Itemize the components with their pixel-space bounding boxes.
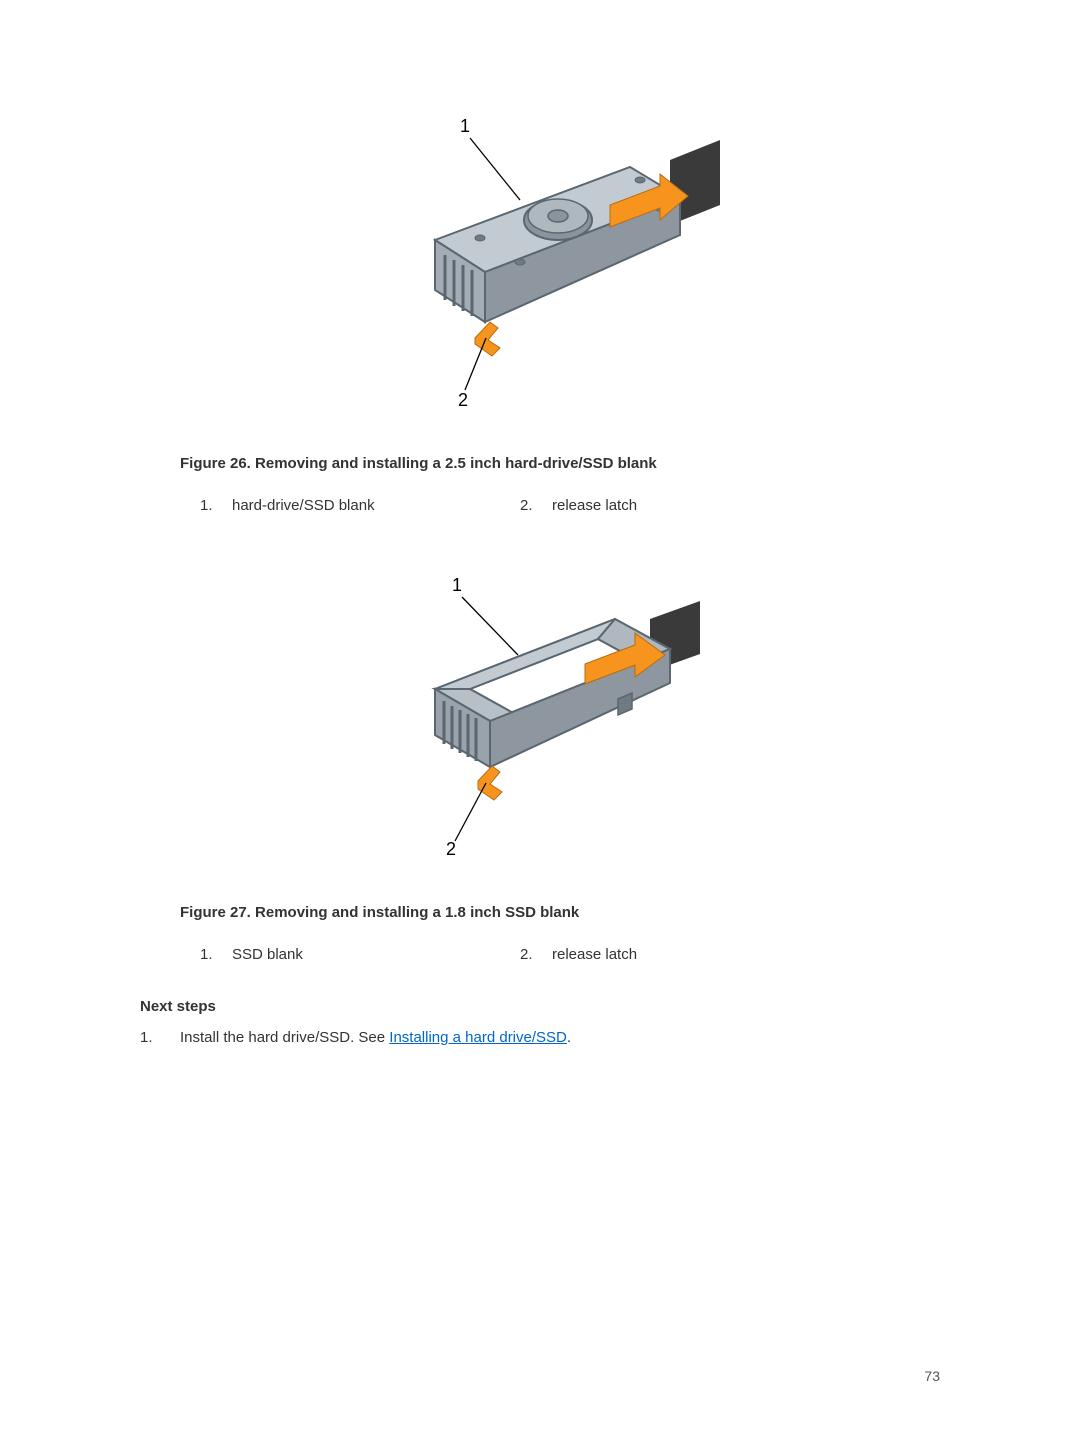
figure-27-block: 1 2 Figure 27. Removing and installing a…: [140, 549, 940, 963]
step-text-post: .: [567, 1029, 571, 1046]
callout-item: 1. SSD blank: [200, 946, 520, 963]
leader-2: [455, 783, 486, 841]
callout-label-2: 2: [446, 839, 456, 859]
callout-item: 1. hard-drive/SSD blank: [200, 497, 520, 514]
figure-27-caption: Figure 27. Removing and installing a 1.8…: [180, 904, 940, 921]
step-text-pre: Install the hard drive/SSD. See: [180, 1029, 389, 1046]
figure-26-caption: Figure 26. Removing and installing a 2.5…: [180, 455, 940, 472]
callout-number: 1.: [200, 946, 214, 963]
leader-1: [462, 597, 518, 655]
figure-27-illustration: 1 2: [140, 549, 940, 864]
page-number: 73: [924, 1368, 940, 1384]
figure-26-callouts: 1. hard-drive/SSD blank 2. release latch: [200, 497, 940, 514]
callout-number: 1.: [200, 497, 214, 514]
figure-27-callouts: 1. SSD blank 2. release latch: [200, 946, 940, 963]
callout-text: release latch: [552, 497, 637, 514]
callout-text: SSD blank: [232, 946, 303, 963]
next-steps-step-1: 1. Install the hard drive/SSD. See Insta…: [140, 1029, 940, 1046]
ssd-blank-diagram: 1 2: [370, 549, 710, 859]
callout-item: 2. release latch: [520, 497, 840, 514]
figure-26-illustration: 1 2: [140, 90, 940, 415]
callout-number: 2.: [520, 497, 534, 514]
callout-label-1: 1: [452, 575, 462, 595]
release-latch-arrow: [478, 766, 502, 800]
callout-label-1: 1: [460, 116, 470, 136]
step-number: 1.: [140, 1029, 154, 1046]
tray-body: [435, 167, 680, 322]
callout-text: hard-drive/SSD blank: [232, 497, 375, 514]
release-latch-arrow: [475, 322, 500, 356]
next-steps-heading: Next steps: [140, 998, 940, 1015]
callout-label-2: 2: [458, 390, 468, 410]
figure-26-block: 1 2 Figure 26. Removing and installing a…: [140, 90, 940, 514]
step-text: Install the hard drive/SSD. See Installi…: [180, 1029, 571, 1046]
callout-item: 2. release latch: [520, 946, 840, 963]
leader-2: [465, 338, 486, 390]
callout-text: release latch: [552, 946, 637, 963]
hard-drive-blank-diagram: 1 2: [360, 90, 720, 410]
leader-1: [470, 138, 520, 200]
installing-hard-drive-link[interactable]: Installing a hard drive/SSD: [389, 1029, 567, 1046]
callout-number: 2.: [520, 946, 534, 963]
